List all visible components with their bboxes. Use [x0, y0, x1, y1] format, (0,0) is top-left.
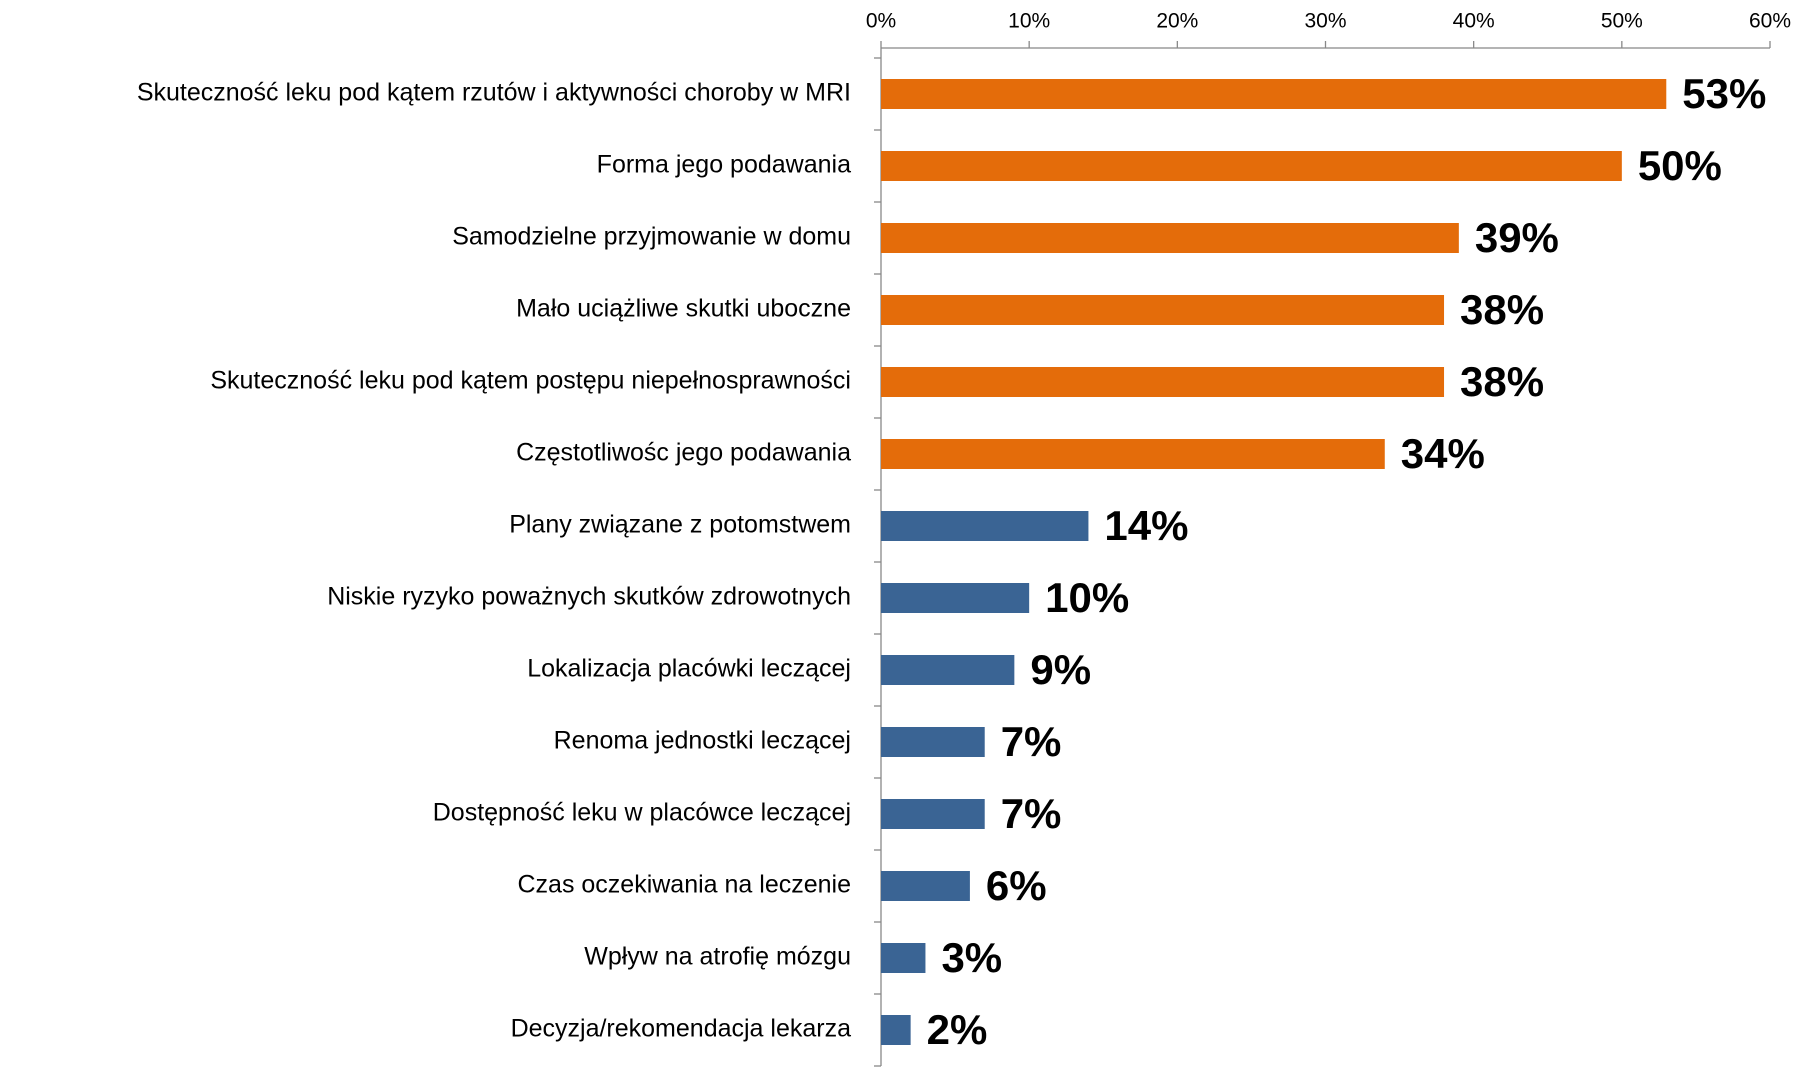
x-tick-label: 60% [1749, 10, 1791, 33]
category-label: Czas oczekiwania na leczenie [517, 871, 851, 899]
value-label: 39% [1475, 214, 1559, 261]
value-label: 6% [986, 862, 1047, 909]
value-label: 3% [941, 934, 1002, 981]
x-tick-label: 30% [1304, 10, 1346, 33]
value-label: 50% [1638, 142, 1722, 189]
category-label: Samodzielne przyjmowanie w domu [452, 223, 851, 251]
bar [881, 871, 970, 901]
category-label: Forma jego podawania [597, 151, 851, 179]
category-label: Skuteczność leku pod kątem postępu niepe… [210, 367, 851, 395]
value-label: 14% [1104, 502, 1188, 549]
x-tick-label: 10% [1008, 10, 1050, 33]
bar [881, 799, 985, 829]
bar [881, 1015, 911, 1045]
bar [881, 223, 1459, 253]
category-label: Częstotliwośc jego podawania [516, 439, 851, 467]
x-tick-label: 40% [1453, 10, 1495, 33]
category-label: Renoma jednostki leczącej [554, 727, 851, 755]
category-label: Wpływ na atrofię mózgu [584, 943, 851, 971]
bar [881, 511, 1089, 541]
value-label: 53% [1682, 70, 1766, 117]
value-label: 38% [1460, 286, 1544, 333]
category-label: Lokalizacja placówki leczącej [527, 655, 851, 683]
bar [881, 727, 985, 757]
value-label: 10% [1045, 574, 1129, 621]
value-label: 7% [1001, 718, 1062, 765]
value-label: 2% [927, 1006, 988, 1053]
category-label: Mało uciążliwe skutki uboczne [516, 295, 851, 323]
category-label: Plany związane z potomstwem [509, 511, 851, 539]
bar [881, 583, 1030, 613]
value-label: 9% [1030, 646, 1091, 693]
category-label: Dostępność leku w placówce leczącej [433, 799, 851, 827]
bar [881, 295, 1445, 325]
category-label: Niskie ryzyko poważnych skutków zdrowotn… [327, 583, 851, 611]
value-label: 34% [1401, 430, 1485, 477]
bar [881, 367, 1445, 397]
bar [881, 79, 1667, 109]
value-label: 7% [1001, 790, 1062, 837]
category-label: Skuteczność leku pod kątem rzutów i akty… [137, 79, 851, 107]
bar [881, 655, 1015, 685]
bar [881, 439, 1385, 469]
value-label: 38% [1460, 358, 1544, 405]
x-tick-label: 50% [1601, 10, 1643, 33]
category-label: Decyzja/rekomendacja lekarza [511, 1015, 852, 1043]
x-tick-label: 0% [866, 10, 896, 33]
bar [881, 151, 1622, 181]
x-tick-label: 20% [1156, 10, 1198, 33]
bar [881, 943, 926, 973]
